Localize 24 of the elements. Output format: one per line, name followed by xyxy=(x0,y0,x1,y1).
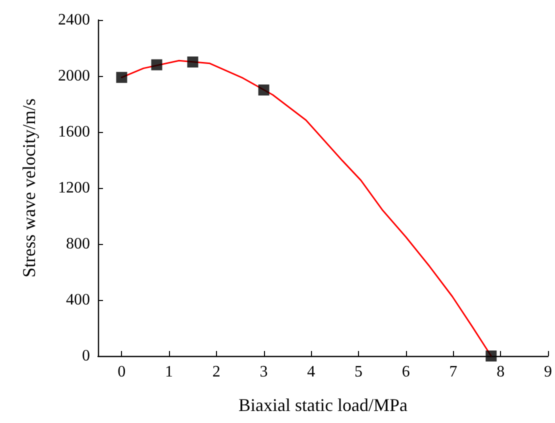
point xyxy=(486,350,497,362)
x-tick-label: 3 xyxy=(260,364,268,380)
point xyxy=(116,72,128,83)
x-tick-label: 8 xyxy=(496,364,505,380)
y-tick-label: 800 xyxy=(66,236,90,252)
x-tick-label: 7 xyxy=(449,364,458,380)
x-tick-label: 5 xyxy=(354,364,363,380)
y-tick-label: 1200 xyxy=(58,180,90,196)
point xyxy=(151,59,162,70)
x-tick-label: 1 xyxy=(165,364,174,380)
x-tick-label: 4 xyxy=(307,364,316,380)
y-tick-label: 2000 xyxy=(58,68,90,84)
point xyxy=(258,84,270,96)
x-tick-label: 9 xyxy=(544,364,552,380)
y-axis-title: Stress wave velocity/m/s xyxy=(19,98,39,278)
y-tick-label: 2400 xyxy=(58,12,90,28)
y-tick-label: 0 xyxy=(82,348,90,364)
x-tick-label: 6 xyxy=(402,364,410,380)
x-tick-label: 2 xyxy=(212,364,220,380)
x-tick-label: 0 xyxy=(118,364,126,380)
x-axis-title: Biaxial static load/MPa xyxy=(238,395,408,415)
y-tick-label: 1600 xyxy=(58,124,90,140)
y-tick-label: 400 xyxy=(66,292,90,308)
point xyxy=(187,56,198,68)
